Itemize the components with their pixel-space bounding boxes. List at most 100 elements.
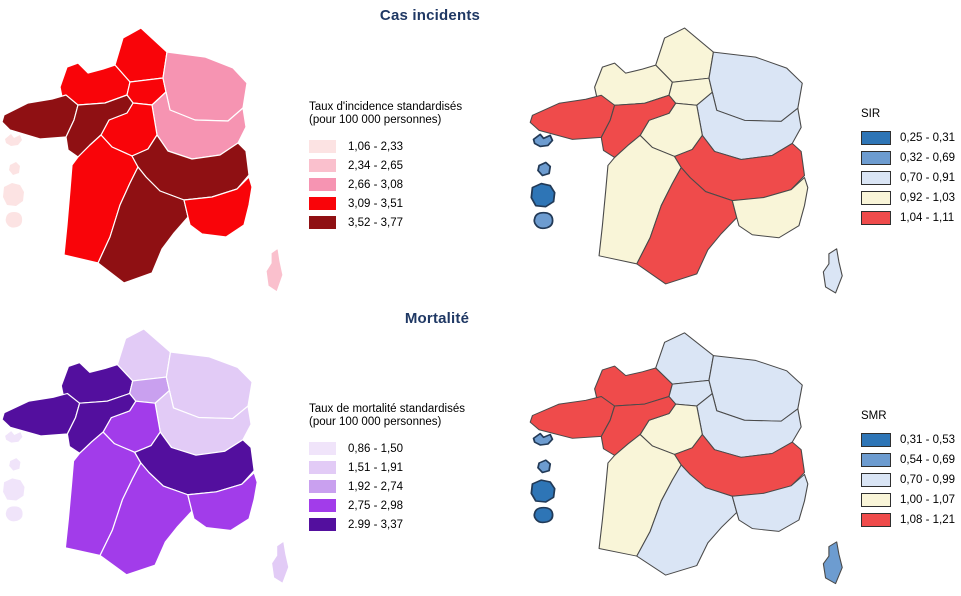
legend-range-label: 2.99 - 3,37 <box>348 518 403 531</box>
legend-item: 2.99 - 3,37 <box>309 515 465 534</box>
region-bre <box>529 94 616 140</box>
legend-item: 1,00 - 1,07 <box>861 490 955 510</box>
legend-item: 0,31 - 0,53 <box>861 430 955 450</box>
legend-swatch <box>861 171 891 185</box>
legend-item: 1,92 - 2,74 <box>309 477 465 496</box>
legend-swatch <box>861 513 891 527</box>
legend-range-label: 2,34 - 2,65 <box>348 159 403 172</box>
legend-item: 2,75 - 2,98 <box>309 496 465 515</box>
island-gua <box>532 432 554 446</box>
region-pac <box>731 177 809 239</box>
legend-item: 1,08 - 1,21 <box>861 510 955 530</box>
island-gua <box>532 133 554 148</box>
legend-range-label: 0,70 - 0,91 <box>900 172 955 184</box>
legend-item: 0,86 - 1,50 <box>309 439 465 458</box>
region-bre <box>1 392 81 437</box>
legend-swatch <box>861 433 891 447</box>
legend-item: 1,04 - 1,11 <box>861 208 955 228</box>
legend-mortality-title-line1: Taux de mortalité standardisés <box>309 403 465 415</box>
island-mtq <box>9 162 20 175</box>
legend-range-label: 3,52 - 3,77 <box>348 216 403 229</box>
island-reu <box>533 506 554 524</box>
legend-swatch <box>309 178 336 191</box>
region-ge <box>708 355 803 422</box>
legend-range-label: 2,75 - 2,98 <box>348 499 403 512</box>
legend-sir: SIR 0,25 - 0,31 0,32 - 0,69 0,70 - 0,91 … <box>861 108 955 228</box>
legend-swatch <box>309 518 336 531</box>
map-sir-france <box>529 27 843 294</box>
region-cor <box>265 247 284 293</box>
legend-swatch <box>861 211 891 225</box>
region-bre <box>529 396 616 439</box>
region-occ <box>99 462 193 576</box>
island-guy <box>3 183 24 206</box>
region-ge <box>708 51 803 122</box>
island-mtq <box>9 458 21 471</box>
legend-item: 0,32 - 0,69 <box>861 148 955 168</box>
legend-item: 0,70 - 0,99 <box>861 470 955 490</box>
region-bre <box>1 94 79 140</box>
legend-swatch <box>861 131 891 145</box>
legend-swatch <box>861 151 891 165</box>
island-mtq <box>537 459 552 474</box>
legend-item: 1,51 - 1,91 <box>309 458 465 477</box>
map-smr-france <box>529 332 843 585</box>
legend-range-label: 1,00 - 1,07 <box>900 494 955 506</box>
legend-item: 0,92 - 1,03 <box>861 188 955 208</box>
island-guy <box>530 182 556 208</box>
legend-incidence-title-line1: Taux d'incidence standardisés <box>309 101 463 113</box>
legend-range-label: 0,25 - 0,31 <box>900 132 955 144</box>
legend-incidence-title-line2: (pour 100 000 personnes) <box>309 113 442 126</box>
legend-range-label: 0,70 - 0,99 <box>900 474 955 486</box>
legend-swatch <box>309 461 336 474</box>
legend-item: 0,70 - 0,91 <box>861 168 955 188</box>
legend-smr-title: SMR <box>861 410 887 422</box>
section-title-mortalite: Mortalité <box>404 310 470 327</box>
region-occ <box>636 464 738 576</box>
region-occ <box>97 166 189 284</box>
legend-incidence: Taux d'incidence standardisés (pour 100 … <box>309 101 462 232</box>
legend-swatch <box>309 216 336 229</box>
region-cor <box>822 248 843 294</box>
legend-range-label: 1,04 - 1,11 <box>900 212 955 224</box>
legend-swatch <box>309 499 336 512</box>
legend-smr: SMR 0,31 - 0,53 0,54 - 0,69 0,70 - 0,99 … <box>861 410 955 530</box>
legend-range-label: 1,92 - 2,74 <box>348 480 403 493</box>
legend-swatch <box>861 191 891 205</box>
legend-item: 1,06 - 2,33 <box>309 137 462 156</box>
legend-swatch <box>861 473 891 487</box>
legend-mortality-title-line2: (pour 100 000 personnes) <box>309 415 442 428</box>
legend-item: 0,25 - 0,31 <box>861 128 955 148</box>
legend-swatch <box>309 442 336 455</box>
map-incidence-france <box>1 27 284 293</box>
legend-range-label: 0,86 - 1,50 <box>348 442 403 455</box>
legend-range-label: 0,31 - 0,53 <box>900 434 955 446</box>
legend-sir-title: SIR <box>861 108 881 120</box>
legend-swatch <box>309 480 336 493</box>
legend-item: 2,34 - 2,65 <box>309 156 462 175</box>
region-occ <box>636 167 738 285</box>
legend-range-label: 1,06 - 2,33 <box>348 140 403 153</box>
legend-item: 0,54 - 0,69 <box>861 450 955 470</box>
island-reu <box>5 506 23 522</box>
legend-swatch <box>861 453 891 467</box>
map-mortality-france <box>1 328 290 585</box>
region-pac <box>183 176 253 238</box>
island-guy <box>530 479 556 503</box>
region-pac <box>731 473 809 532</box>
legend-swatch <box>861 493 891 507</box>
section-title-cas-incidents: Cas incidents <box>379 7 481 24</box>
legend-range-label: 1,08 - 1,21 <box>900 514 955 526</box>
legend-swatch <box>309 140 336 153</box>
legend-range-label: 2,66 - 3,08 <box>348 178 403 191</box>
legend-range-label: 0,32 - 0,69 <box>900 152 955 164</box>
island-reu <box>5 212 23 228</box>
island-mtq <box>537 161 552 177</box>
region-cor <box>270 540 290 585</box>
island-gua <box>5 134 22 146</box>
legend-mortality: Taux de mortalité standardisés (pour 100… <box>309 403 465 534</box>
legend-range-label: 0,54 - 0,69 <box>900 454 955 466</box>
region-ge <box>165 351 253 420</box>
island-guy <box>3 478 25 501</box>
legend-swatch <box>309 159 336 172</box>
